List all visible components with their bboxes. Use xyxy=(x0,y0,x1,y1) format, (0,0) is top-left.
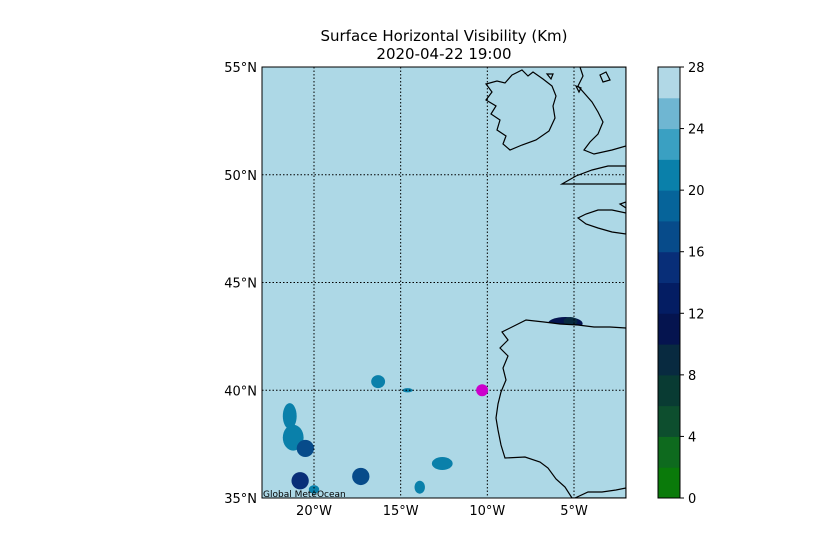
colorbar-tick-label: 0 xyxy=(688,492,696,507)
colorbar-segment xyxy=(658,251,680,283)
colorbar-segment xyxy=(658,344,680,376)
colorbar-segment xyxy=(658,405,680,437)
colorbar-segment xyxy=(658,282,680,314)
y-tick-label: 35°N xyxy=(224,492,257,507)
x-tick-label: 5°W xyxy=(560,504,588,519)
colorbar-segment xyxy=(658,159,680,191)
y-tick-label: 45°N xyxy=(224,277,257,292)
visibility-patch xyxy=(308,485,320,494)
visibility-patch xyxy=(371,375,386,389)
colorbar-tick-label: 24 xyxy=(688,123,705,138)
y-tick-label: 55°N xyxy=(224,61,257,76)
colorbar-tick-label: 12 xyxy=(688,307,705,322)
brittany-coastline xyxy=(576,201,626,235)
visibility-patch xyxy=(282,403,297,430)
colorbar-segment xyxy=(658,128,680,160)
scottish-islands xyxy=(545,71,611,94)
x-tick-label: 10°W xyxy=(469,504,505,519)
africa-coastline xyxy=(574,487,626,498)
colorbar-segment xyxy=(658,436,680,468)
visibility-patch xyxy=(352,467,370,486)
visibility-patch xyxy=(402,388,413,393)
credit-label: Global MeteOcean xyxy=(263,490,346,500)
colorbar-segment xyxy=(658,374,680,407)
colorbar-segment xyxy=(658,313,680,345)
chart-title: Surface Horizontal Visibility (Km) xyxy=(320,27,567,45)
iberia-coastline xyxy=(495,319,626,498)
x-tick-label: 20°W xyxy=(296,504,332,519)
ireland-coastline xyxy=(484,69,557,151)
colorbar-segment xyxy=(658,467,680,499)
colorbar-segment xyxy=(658,220,680,253)
visibility-patch xyxy=(431,457,453,470)
colorbar-tick-label: 4 xyxy=(688,430,696,445)
colorbar-tick-label: 16 xyxy=(688,246,705,261)
axis-labels: 20°W 15°W 10°W 5°W 35°N 40°N 45°N 50°N 55°N xyxy=(224,61,588,519)
marker-layer xyxy=(476,384,489,397)
colorbar: 0 4 8 12 16 20 24 28 xyxy=(657,61,705,507)
colorbar-segment xyxy=(658,97,680,130)
map-area xyxy=(262,67,626,498)
colorbar-tick-label: 8 xyxy=(688,369,696,384)
visibility-patch xyxy=(414,480,425,494)
y-tick-label: 50°N xyxy=(224,169,257,184)
visibility-patch xyxy=(296,439,315,458)
cornwall-coastline xyxy=(559,165,626,185)
colorbar-tick-label: 20 xyxy=(688,184,705,199)
colorbar-tick-label: 28 xyxy=(688,61,705,76)
x-tick-label: 15°W xyxy=(383,504,419,519)
chart-subtitle: 2020-04-22 19:00 xyxy=(376,45,511,63)
y-tick-label: 40°N xyxy=(224,384,257,399)
colorbar-segment xyxy=(658,190,680,222)
colorbar-frame xyxy=(657,66,681,499)
gridlines xyxy=(262,67,626,498)
map-frame xyxy=(261,66,627,499)
visibility-patch xyxy=(291,472,309,490)
colorbar-segment xyxy=(658,67,680,99)
location-marker xyxy=(476,384,489,397)
